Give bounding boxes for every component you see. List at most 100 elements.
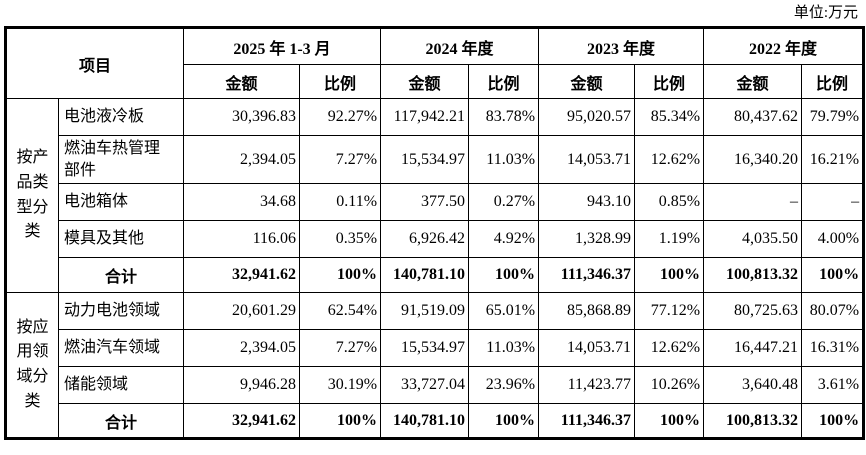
ratio-cell: 11.03% (468, 134, 540, 185)
ratio-cell: 0.27% (468, 183, 540, 222)
amount-cell: 943.10 (538, 183, 636, 222)
amount-cell: 34.68 (183, 183, 301, 222)
row-item-label: 动力电池领域 (57, 292, 185, 331)
ratio-cell: 4.00% (801, 220, 865, 259)
header-item: 项目 (4, 27, 185, 99)
ratio-cell: – (801, 183, 865, 222)
ratio-cell: 16.31% (801, 329, 865, 368)
group-label: 按产品类型分类 (5, 97, 59, 294)
header-ratio: 比例 (801, 64, 865, 99)
ratio-cell: 0.85% (634, 183, 705, 222)
ratio-cell: 7.27% (299, 134, 382, 185)
ratio-cell: 12.62% (634, 134, 705, 185)
total-label: 合计 (57, 403, 185, 440)
ratio-cell: 10.26% (634, 366, 705, 405)
ratio-cell: 7.27% (299, 329, 382, 368)
amount-cell: 95,020.57 (538, 98, 636, 136)
group-label-text: 按产品类型分类 (16, 149, 49, 241)
row-item-label: 电池箱体 (57, 183, 185, 222)
ratio-cell: 0.35% (299, 220, 382, 259)
amount-cell: 80,725.63 (703, 292, 803, 331)
amount-cell: 3,640.48 (703, 366, 803, 405)
ratio-cell: 80.07% (801, 292, 865, 331)
total-amount-cell: 140,781.10 (380, 257, 470, 294)
ratio-cell: 92.27% (299, 98, 382, 136)
amount-cell: 80,437.62 (703, 98, 803, 136)
amount-cell: 9,946.28 (183, 366, 301, 405)
amount-cell: 1,328.99 (538, 220, 636, 259)
ratio-cell: 23.96% (468, 366, 540, 405)
table-row: 储能领域 9,946.28 30.19% 33,727.04 23.96% 11,423.… (6, 366, 865, 405)
amount-cell: 91,519.09 (380, 292, 470, 331)
amount-cell: 14,053.71 (538, 329, 636, 368)
amount-cell: 2,394.05 (183, 329, 301, 368)
ratio-cell: 0.11% (299, 183, 382, 222)
header-amount: 金额 (183, 64, 301, 99)
total-ratio-cell: 100% (634, 257, 705, 294)
table-row: 电池箱体 34.68 0.11% 377.50 0.27% 943.10 0.85% – – (6, 183, 865, 222)
header-amount: 金额 (703, 64, 803, 99)
ratio-cell: 83.78% (468, 98, 540, 136)
ratio-cell: 65.01% (468, 292, 540, 331)
table-row: 按产品类型分类 电池液冷板 30,396.83 92.27% 117,942.21 83.… (5, 97, 865, 294)
total-ratio-cell: 100% (801, 403, 865, 440)
row-item-label: 储能领域 (57, 366, 185, 405)
header-row-periods: 项目 2025 年 1-3 月 2024 年度 2023 年度 2022 年度 (4, 27, 865, 99)
total-amount-cell: 32,941.62 (183, 257, 301, 294)
row-item-label: 电池液冷板 (57, 98, 185, 136)
ratio-cell: 16.21% (801, 134, 865, 185)
amount-cell: 16,340.20 (703, 134, 803, 185)
amount-cell: 85,868.89 (538, 292, 636, 331)
header-amount: 金额 (380, 64, 470, 99)
header-period-2024: 2024 年度 (380, 27, 540, 65)
ratio-cell: 11.03% (468, 329, 540, 368)
amount-cell: 15,534.97 (380, 329, 470, 368)
total-ratio-cell: 100% (801, 257, 865, 294)
total-row: 合计 32,941.62 100% 140,781.10 100% 111,346.37 1… (6, 257, 865, 294)
table-row: 燃油车热管理部件 2,394.05 7.27% 15,534.97 11.03% 14,0… (6, 134, 865, 185)
total-amount-cell: 140,781.10 (380, 403, 470, 440)
total-amount-cell: 111,346.37 (538, 257, 636, 294)
header-period-2022: 2022 年度 (703, 27, 865, 65)
amount-cell: 6,926.42 (380, 220, 470, 259)
row-item-label: 模具及其他 (57, 220, 185, 259)
amount-cell: – (703, 183, 803, 222)
total-ratio-cell: 100% (468, 403, 540, 440)
header-ratio: 比例 (468, 64, 540, 99)
ratio-cell: 3.61% (801, 366, 865, 405)
header-ratio: 比例 (634, 64, 705, 99)
table-row: 按应用领域分类 动力电池领域 20,601.29 62.54% 91,519.09 65.… (5, 292, 865, 440)
amount-cell: 14,053.71 (538, 134, 636, 185)
ratio-cell: 4.92% (468, 220, 540, 259)
total-row: 合计 32,941.62 100% 140,781.10 100% 111,346.37 1… (6, 403, 865, 440)
total-amount-cell: 100,813.32 (703, 403, 803, 440)
header-period-2023: 2023 年度 (538, 27, 705, 65)
group-label-text: 按应用领域分类 (16, 318, 49, 410)
total-ratio-cell: 100% (299, 403, 382, 440)
ratio-cell: 79.79% (801, 98, 865, 136)
table-header: 项目 2025 年 1-3 月 2024 年度 2023 年度 2022 年度 … (4, 27, 865, 99)
ratio-cell: 1.19% (634, 220, 705, 259)
revenue-breakdown-table: 项目 2025 年 1-3 月 2024 年度 2023 年度 2022 年度 … (4, 26, 866, 441)
total-ratio-cell: 100% (634, 403, 705, 440)
amount-cell: 377.50 (380, 183, 470, 222)
amount-cell: 2,394.05 (183, 134, 301, 185)
header-ratio: 比例 (299, 64, 382, 99)
row-item-label: 燃油车热管理部件 (57, 134, 185, 185)
group-label: 按应用领域分类 (5, 292, 59, 440)
ratio-cell: 30.19% (299, 366, 382, 405)
amount-cell: 11,423.77 (538, 366, 636, 405)
amount-cell: 33,727.04 (380, 366, 470, 405)
header-amount: 金额 (538, 64, 636, 99)
total-label: 合计 (57, 257, 185, 294)
ratio-cell: 12.62% (634, 329, 705, 368)
header-period-2025: 2025 年 1-3 月 (183, 27, 382, 65)
table-body: 按产品类型分类 电池液冷板 30,396.83 92.27% 117,942.21 83.… (5, 97, 865, 440)
amount-cell: 116.06 (183, 220, 301, 259)
ratio-cell: 85.34% (634, 98, 705, 136)
amount-cell: 30,396.83 (183, 98, 301, 136)
amount-cell: 117,942.21 (380, 98, 470, 136)
header-row-measures: 金额 比例 金额 比例 金额 比例 金额 比例 (6, 64, 865, 99)
amount-cell: 20,601.29 (183, 292, 301, 331)
